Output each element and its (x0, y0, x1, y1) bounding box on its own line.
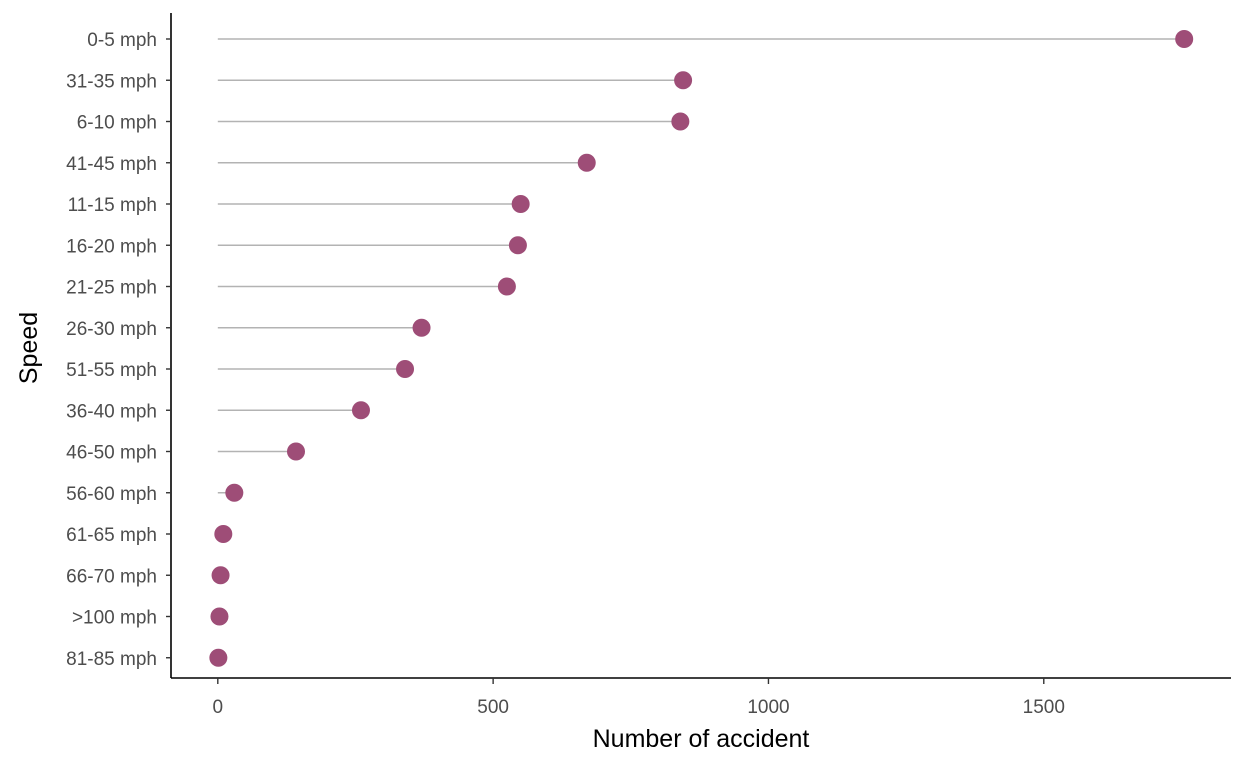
data-point-10 (286, 442, 305, 461)
data-point-15 (209, 648, 228, 667)
y-tick-label: 41-45 mph (66, 154, 157, 175)
y-tick-label: 56-60 mph (66, 484, 157, 505)
data-point-4 (511, 195, 530, 213)
data-point-12 (214, 525, 233, 543)
data-point-1 (674, 71, 693, 90)
y-tick-label: 36-40 mph (66, 401, 157, 422)
data-point-14 (210, 607, 229, 626)
x-tick-label: 1000 (747, 697, 789, 718)
y-tick-label: 6-10 mph (77, 113, 157, 134)
y-tick-label: 81-85 mph (66, 649, 157, 670)
points-layer (209, 30, 1194, 667)
y-tick-label: 61-65 mph (66, 525, 157, 546)
y-tick-label: 66-70 mph (66, 566, 157, 587)
data-point-2 (671, 112, 690, 131)
y-tick-label: >100 mph (72, 608, 157, 629)
data-point-0 (1175, 30, 1194, 48)
data-point-8 (396, 360, 415, 378)
y-tick-label: 26-30 mph (66, 319, 157, 340)
y-tick-label: 31-35 mph (66, 71, 157, 92)
x-axis-title: Number of accident (593, 725, 810, 753)
y-tick-label: 51-55 mph (66, 360, 157, 381)
data-point-5 (508, 236, 527, 255)
y-tick-label: 46-50 mph (66, 443, 157, 464)
data-point-7 (412, 318, 431, 337)
stems-layer (217, 38, 1185, 659)
y-tick-label: 0-5 mph (87, 30, 157, 51)
x-tick-label: 1500 (1023, 697, 1065, 718)
data-point-13 (211, 566, 230, 585)
x-tick-label: 0 (213, 697, 224, 718)
y-tick-label: 16-20 mph (66, 236, 157, 257)
y-tick-label: 21-25 mph (66, 278, 157, 299)
data-point-11 (225, 483, 244, 502)
y-tick-label: 11-15 mph (68, 195, 157, 216)
x-axis-ticks: 0 500 1000 1500 (213, 678, 1065, 718)
data-point-6 (497, 277, 516, 296)
data-point-3 (577, 153, 596, 172)
data-point-9 (351, 401, 370, 420)
y-axis-ticks: 0-5 mph 31-35 mph 6-10 mph 41-45 mph 11-15 m… (66, 30, 171, 670)
y-axis-title: Speed (15, 312, 43, 384)
x-tick-label: 500 (477, 697, 509, 718)
